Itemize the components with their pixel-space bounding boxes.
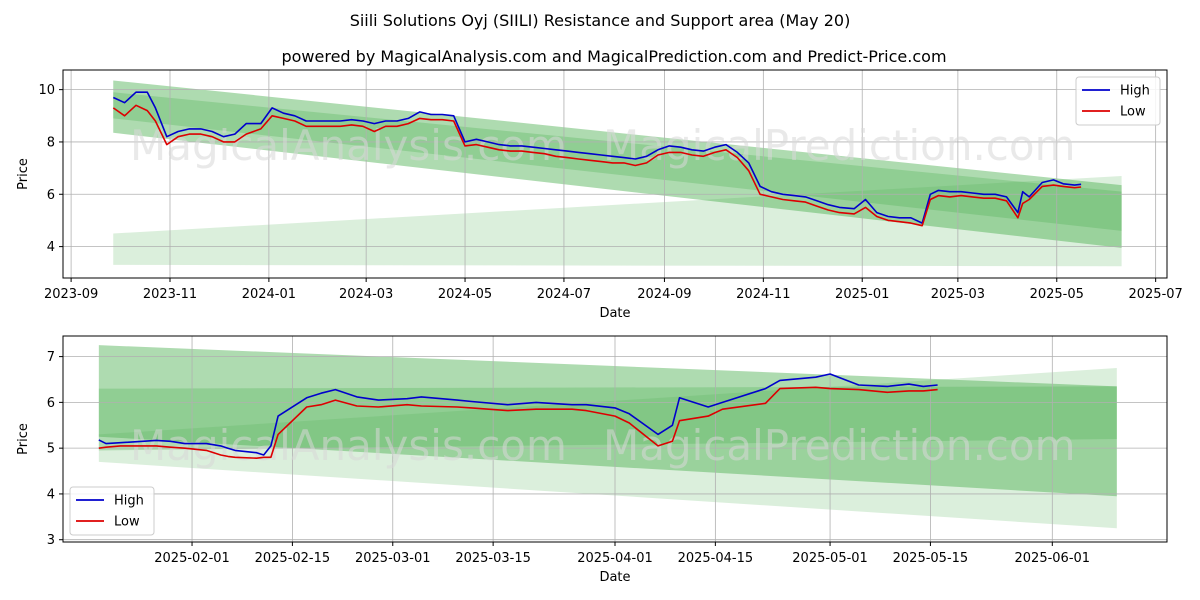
bottom-price-panel: 2025-02-01 2025-02-15 2025-03-01 2025-03-15… (16, 335, 1168, 585)
chart-title: Siili Solutions Oyj (SIILI) Resistance a… (350, 11, 851, 30)
x-tick-label: 2025-05 (1030, 287, 1084, 302)
legend-label-low: Low (1120, 105, 1146, 120)
watermark-text: MagicalPrediction.com (603, 121, 1076, 170)
series-line-high (98, 373, 938, 456)
x-tick-label: 2025-03-15 (455, 551, 531, 566)
watermark-text: MagicalPrediction.com (603, 421, 1076, 470)
y-tick-label: 6 (47, 396, 55, 411)
series-line-high (112, 91, 1082, 224)
legend-label-high: High (114, 494, 144, 509)
y-axis-label: Price (16, 423, 31, 455)
legend-box (69, 486, 155, 536)
x-tick-label: 2024-09 (637, 287, 691, 302)
top-price-panel: 2023-09 2023-11 2024-01 2024-03 2024-05 2024-… (16, 69, 1183, 321)
y-tick-label: 8 (47, 135, 55, 150)
y-tick-label: 10 (38, 83, 55, 98)
x-tick-label: 2025-02-15 (255, 551, 331, 566)
y-tick-label: 4 (47, 487, 55, 502)
series-line-low (112, 104, 1082, 227)
x-tick-label: 2024-05 (438, 287, 492, 302)
y-tick-label: 3 (47, 533, 55, 548)
x-tick-label: 2023-11 (143, 287, 197, 302)
y-tick-label: 5 (47, 442, 55, 457)
legend-box (1075, 76, 1161, 126)
legend-label-high: High (1120, 84, 1150, 99)
y-axis-label: Price (16, 158, 31, 190)
support-resistance-band (98, 345, 1117, 497)
x-tick-label: 2025-03-01 (355, 551, 431, 566)
x-tick-label: 2024-11 (736, 287, 790, 302)
x-tick-label: 2025-06-01 (1015, 551, 1091, 566)
y-tick-label: 6 (47, 188, 55, 203)
x-tick-label: 2024-07 (537, 287, 591, 302)
x-axis-label: Date (599, 570, 630, 585)
x-tick-label: 2025-03 (931, 287, 985, 302)
x-tick-label: 2024-01 (242, 287, 296, 302)
chart-subtitle: powered by MagicalAnalysis.com and Magic… (281, 47, 946, 66)
x-tick-label: 2025-01 (835, 287, 889, 302)
x-tick-label: 2025-05-01 (792, 551, 868, 566)
x-tick-label: 2025-05-15 (893, 551, 969, 566)
legend-label-low: Low (114, 515, 140, 530)
legend: High Low (1075, 76, 1161, 126)
plot-frame (62, 69, 1168, 279)
y-tick-label: 4 (47, 240, 55, 255)
legend: High Low (69, 486, 155, 536)
x-tick-label: 2024-03 (339, 287, 393, 302)
watermark-text: MagicalAnalysis.com (130, 421, 567, 470)
x-tick-label: 2025-02-01 (154, 551, 230, 566)
plot-frame (62, 335, 1168, 543)
x-axis-label: Date (599, 306, 630, 321)
x-tick-label: 2025-07 (1128, 287, 1182, 302)
series-line-low (98, 386, 938, 459)
x-tick-label: 2025-04-01 (577, 551, 653, 566)
x-tick-label: 2025-04-15 (678, 551, 754, 566)
x-tick-label: 2023-09 (44, 287, 98, 302)
support-resistance-band (113, 175, 1122, 267)
y-tick-label: 7 (47, 350, 55, 365)
